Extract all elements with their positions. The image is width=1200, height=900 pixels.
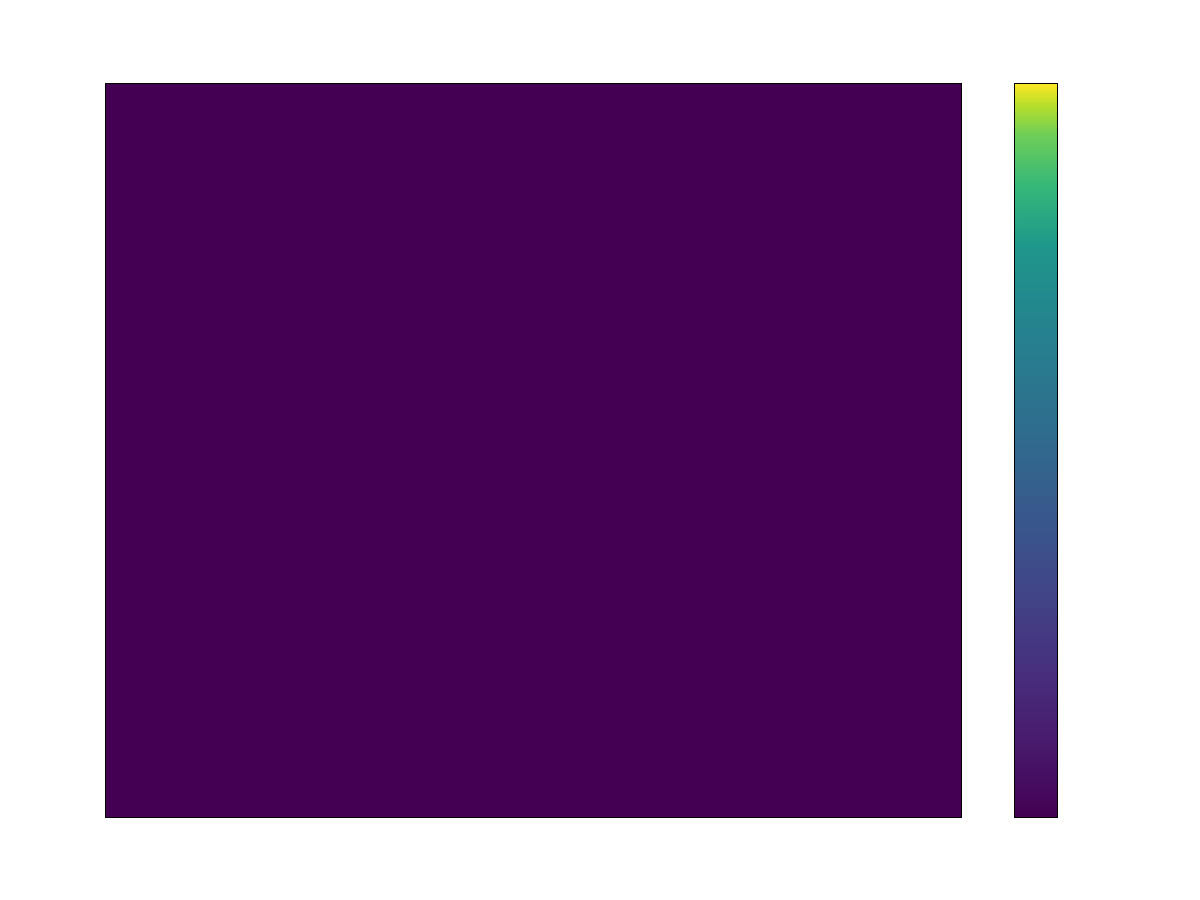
ionogram-heatmap (106, 84, 961, 817)
heatmap-axes[interactable] (105, 83, 962, 818)
colorbar[interactable] (1014, 83, 1058, 818)
colorbar-gradient (1015, 84, 1057, 817)
